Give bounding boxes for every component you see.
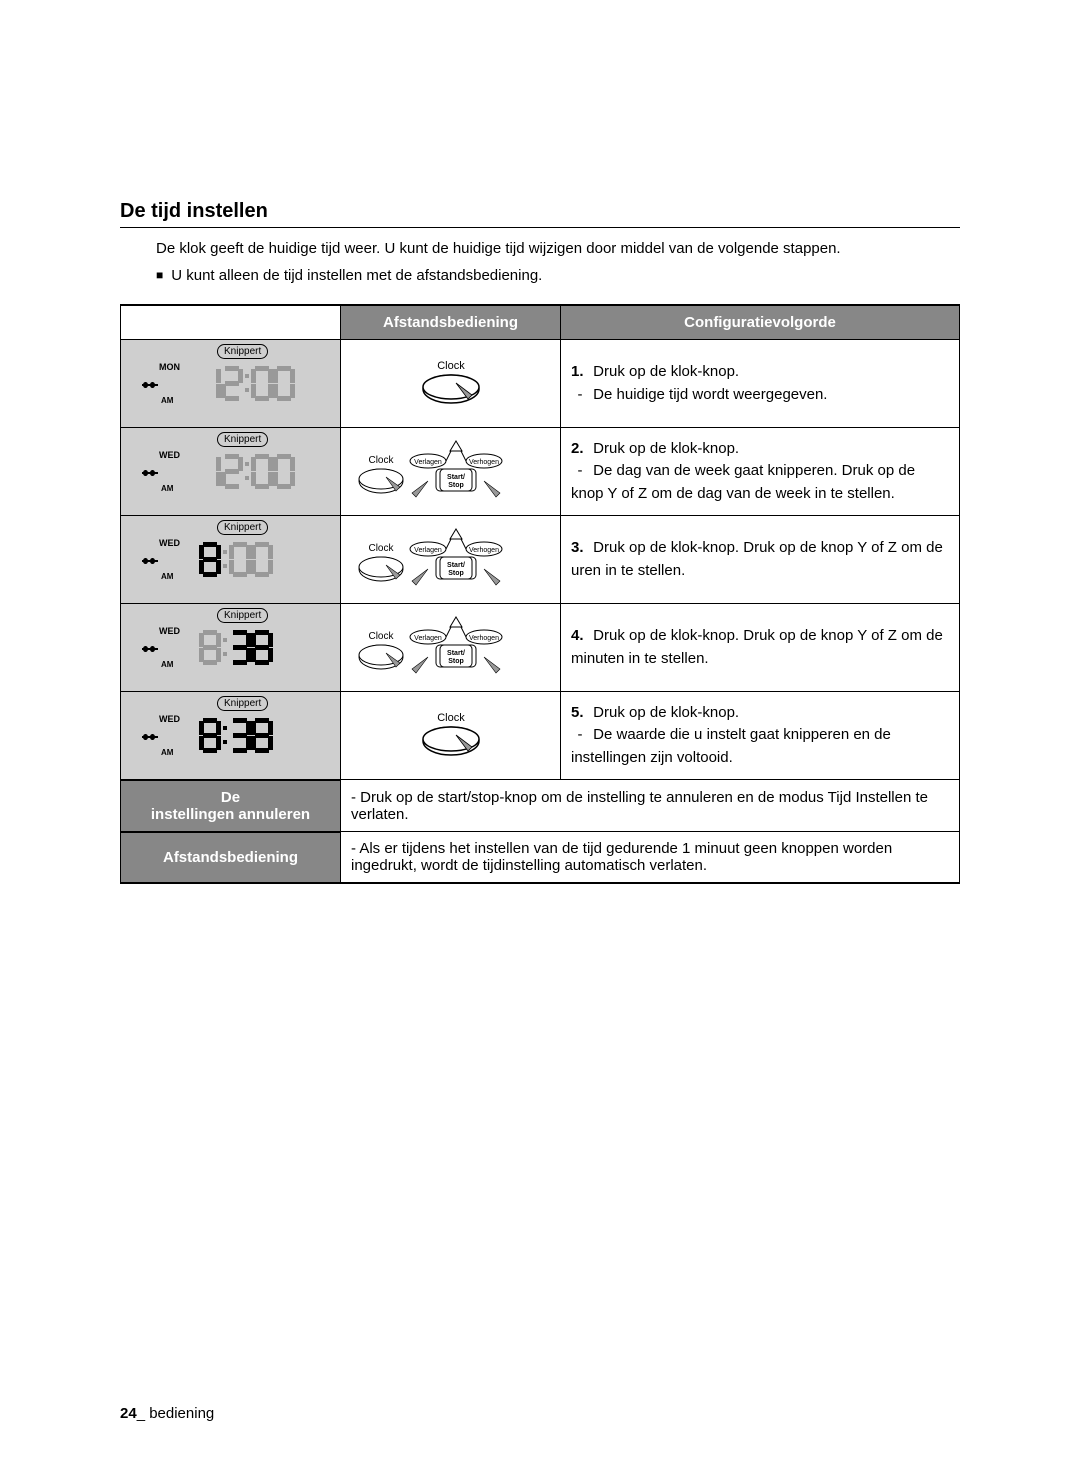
table-row: Knippert WED AM [121,428,960,516]
table-row: Knippert MON AM [121,340,960,428]
remote-full-icon: Clock Verlagen Verhogen Start/ Stop [356,525,546,595]
knippert-badge: Knippert [217,608,268,623]
svg-text:Clock: Clock [437,712,465,724]
ampm-label: AM [161,484,173,493]
intro-text: De klok geeft de huidige tijd weer. U ku… [156,238,960,259]
svg-text:Stop: Stop [448,658,464,665]
config-cell: 5. Druk op de klok-knop.- De waarde die … [561,692,960,780]
svg-text:Clock: Clock [368,455,394,466]
footer-row: Deinstellingen annuleren- Druk op de sta… [121,780,960,832]
footer-text: - Als er tijdens het instellen van de ti… [341,832,960,884]
header-remote: Afstandsbediening [341,305,561,340]
svg-text:Verlagen: Verlagen [414,635,442,642]
remote-cell: Clock Verlagen Verhogen Start/ Stop [341,428,561,516]
ampm-label: AM [161,396,173,405]
page-label: _ bediening [137,1405,215,1422]
svg-text:Clock: Clock [368,631,394,642]
svg-text:Clock: Clock [368,543,394,554]
svg-text:Start/: Start/ [447,562,465,569]
remote-full-icon: Clock Verlagen Verhogen Start/ Stop [356,613,546,683]
svg-text:Verhogen: Verhogen [469,635,499,642]
svg-text:Start/: Start/ [447,474,465,481]
ampm-label: AM [161,572,173,581]
table-row: Knippert WED AM Clock [121,604,960,692]
day-label: MON [159,362,180,372]
remote-cell: Clock [341,340,561,428]
svg-text:Verlagen: Verlagen [414,547,442,554]
clock-button-icon: Clock [416,359,486,409]
display-cell: Knippert WED AM [121,428,341,516]
svg-text:Clock: Clock [437,360,465,372]
remote-cell: Clock Verlagen Verhogen Start/ Stop [341,516,561,604]
time-digits [199,542,273,578]
svg-text:Verlagen: Verlagen [414,459,442,466]
day-label: WED [159,626,180,636]
remote-cell: Clock Verlagen Verhogen Start/ Stop [341,604,561,692]
display-cell: Knippert WED AM [121,604,341,692]
knippert-badge: Knippert [217,344,268,359]
remote-full-icon: Clock Verlagen Verhogen Start/ Stop [356,437,546,507]
page-number: 24 [120,1405,137,1422]
remote-cell: Clock [341,692,561,780]
clock-button-icon: Clock [416,711,486,761]
config-cell: 4. Druk op de klok-knop. Druk op de knop… [561,604,960,692]
page-footer: 24_ bediening [120,1405,214,1422]
config-table: Afstandsbediening Configuratievolgorde K… [120,304,960,884]
fan-icon [141,730,159,744]
display-cell: Knippert MON AM [121,340,341,428]
time-digits [199,718,273,754]
footer-row: Afstandsbediening- Als er tijdens het in… [121,832,960,884]
day-label: WED [159,714,180,724]
ampm-label: AM [161,748,173,757]
config-cell: 3. Druk op de klok-knop. Druk op de knop… [561,516,960,604]
svg-text:Stop: Stop [448,570,464,577]
header-blank [121,305,341,340]
ampm-label: AM [161,660,173,669]
svg-text:Stop: Stop [448,482,464,489]
header-config: Configuratievolgorde [561,305,960,340]
knippert-badge: Knippert [217,432,268,447]
fan-icon [141,466,159,480]
svg-text:Verhogen: Verhogen [469,459,499,466]
config-cell: 1. Druk op de klok-knop.- De huidige tij… [561,340,960,428]
fan-icon [141,554,159,568]
svg-text:Start/: Start/ [447,650,465,657]
knippert-badge: Knippert [217,520,268,535]
section-title: De tijd instellen [120,200,960,228]
day-label: WED [159,450,180,460]
footer-label: Afstandsbediening [121,832,341,884]
time-digits [199,630,273,666]
fan-icon [141,642,159,656]
day-label: WED [159,538,180,548]
footer-label: Deinstellingen annuleren [121,780,341,832]
knippert-badge: Knippert [217,696,268,711]
display-cell: Knippert WED AM [121,516,341,604]
time-digits [199,454,295,490]
table-row: Knippert WED AM Clock [121,692,960,780]
table-row: Knippert WED AM Clock [121,516,960,604]
display-cell: Knippert WED AM [121,692,341,780]
footer-text: - Druk op de start/stop-knop om de inste… [341,780,960,832]
fan-icon [141,378,159,392]
svg-text:Verhogen: Verhogen [469,547,499,554]
time-digits [199,366,295,402]
config-cell: 2. Druk op de klok-knop.- De dag van de … [561,428,960,516]
bullet-note: U kunt alleen de tijd instellen met de a… [156,265,960,286]
